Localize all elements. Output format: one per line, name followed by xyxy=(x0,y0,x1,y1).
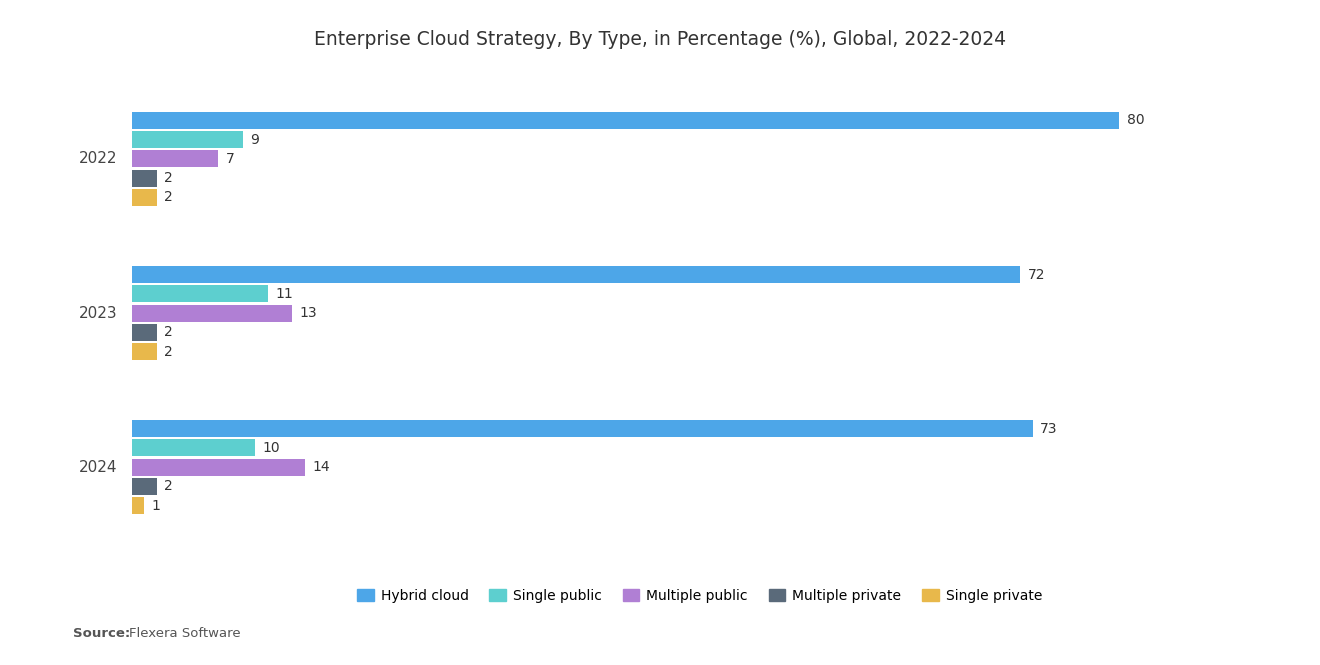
Text: 80: 80 xyxy=(1126,114,1144,128)
Text: 1: 1 xyxy=(152,499,161,513)
Bar xyxy=(132,285,268,303)
Bar xyxy=(132,497,144,514)
Legend: Hybrid cloud, Single public, Multiple public, Multiple private, Single private: Hybrid cloud, Single public, Multiple pu… xyxy=(351,583,1048,608)
Bar xyxy=(132,324,157,341)
Text: 2: 2 xyxy=(164,479,173,493)
Text: 11: 11 xyxy=(275,287,293,301)
Text: 2: 2 xyxy=(164,325,173,339)
Bar xyxy=(132,420,1032,437)
Bar xyxy=(132,150,218,168)
Text: 13: 13 xyxy=(300,306,317,320)
Text: 73: 73 xyxy=(1040,422,1057,436)
Text: 2023: 2023 xyxy=(79,306,117,321)
Bar xyxy=(132,266,1020,283)
Text: Enterprise Cloud Strategy, By Type, in Percentage (%), Global, 2022-2024: Enterprise Cloud Strategy, By Type, in P… xyxy=(314,30,1006,49)
Text: 72: 72 xyxy=(1028,267,1045,281)
Text: 2022: 2022 xyxy=(79,152,117,166)
Bar xyxy=(132,131,243,148)
Bar xyxy=(132,305,293,322)
Text: 14: 14 xyxy=(312,460,330,474)
Text: 2024: 2024 xyxy=(79,460,117,475)
Text: Flexera Software: Flexera Software xyxy=(129,626,242,640)
Bar xyxy=(132,189,157,206)
Bar xyxy=(132,343,157,360)
Text: 2: 2 xyxy=(164,190,173,205)
Text: 9: 9 xyxy=(251,133,259,147)
Bar xyxy=(132,170,157,187)
Bar xyxy=(132,112,1119,129)
Text: 10: 10 xyxy=(263,441,280,455)
Bar xyxy=(132,478,157,495)
Text: 7: 7 xyxy=(226,152,235,166)
Text: 2: 2 xyxy=(164,171,173,186)
Bar xyxy=(132,459,305,475)
Text: Source:: Source: xyxy=(73,626,129,640)
Bar xyxy=(132,440,255,456)
Text: 2: 2 xyxy=(164,344,173,358)
